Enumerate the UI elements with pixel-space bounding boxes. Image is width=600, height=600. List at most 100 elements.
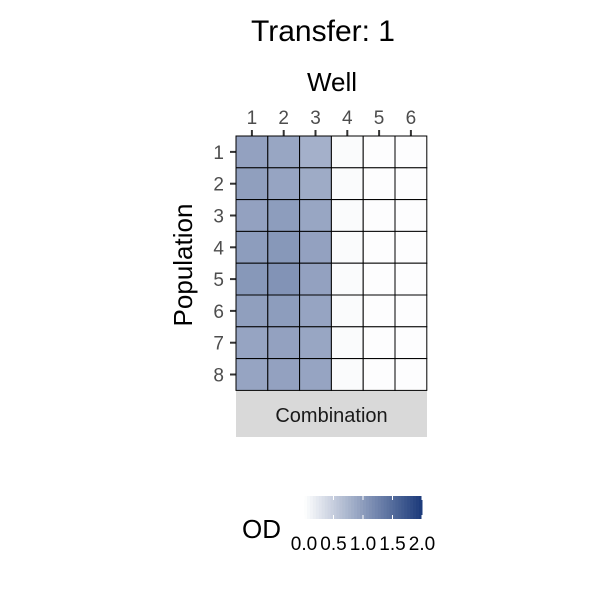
heatmap-cell-r2-c3	[299, 167, 332, 201]
y-tick-label: 7	[213, 334, 224, 355]
legend-gradient-segment	[413, 496, 417, 519]
legend-tick-label: 1.0	[350, 534, 376, 555]
heatmap-cell-r2-c4	[330, 167, 364, 201]
heatmap-cell-r6-c5	[362, 294, 396, 328]
legend-gradient-segment	[357, 496, 361, 519]
x-tick-label: 3	[310, 108, 321, 129]
heatmap-cell-r7-c4	[330, 326, 364, 360]
legend-gradient-segment	[374, 496, 379, 519]
heatmap-cell-r5-c6	[394, 262, 428, 296]
heatmap-cell-r6-c1	[235, 294, 269, 328]
legend-gradient-segment	[401, 496, 405, 519]
legend-gradient-segment	[368, 496, 373, 519]
heatmap-cell-r3-c4	[330, 199, 364, 232]
heatmap-cell-r3-c5	[362, 199, 396, 232]
heatmap-cell-r3-c3	[299, 199, 332, 232]
legend-gradient-segment	[392, 496, 396, 519]
legend-gradient-segment	[363, 496, 367, 519]
heatmap-cell-r1-c5	[362, 135, 396, 169]
heatmap-cell-r7-c2	[267, 326, 301, 360]
legend-gradient-segment	[336, 496, 340, 519]
legend-gradient-segment	[333, 496, 337, 519]
x-tick-label: 4	[342, 108, 353, 129]
heatmap-cell-r5-c1	[235, 262, 269, 296]
legend-gradient-segment	[416, 496, 420, 519]
legend-gradient-segment	[339, 496, 343, 519]
heatmap-cell-r1-c6	[394, 135, 428, 169]
legend-tick-label: 0.0	[291, 534, 317, 555]
legend-gradient-segment	[321, 496, 326, 519]
heatmap-cell-r2-c1	[235, 167, 269, 201]
heatmap-cell-r8-c2	[267, 358, 301, 391]
heatmap-cell-r6-c3	[299, 294, 332, 328]
legend-title: OD	[242, 514, 281, 544]
legend-gradient-segment	[345, 496, 349, 519]
heatmap-cell-r4-c4	[330, 230, 364, 264]
legend-gradient-segment	[395, 496, 399, 519]
legend-gradient-segment	[377, 496, 382, 519]
heatmap-cell-r7-c5	[362, 326, 396, 360]
heatmap-cell-r6-c4	[330, 294, 364, 328]
legend-gradient-segment	[342, 496, 346, 519]
legend-gradient-segment	[324, 496, 329, 519]
x-tick-label: 6	[406, 108, 417, 129]
legend-gradient-segment	[410, 496, 414, 519]
legend-gradient-segment	[348, 496, 352, 519]
legend-tick-label: 2.0	[409, 534, 435, 555]
legend-gradient-segment	[419, 496, 423, 519]
facet-label: Combination	[275, 405, 387, 427]
legend-gradient-segment	[380, 496, 385, 519]
heatmap-cell-r7-c6	[394, 326, 428, 360]
heatmap-cells	[235, 135, 428, 391]
heatmap-cell-r2-c2	[267, 167, 301, 201]
legend-gradient-segment	[407, 496, 411, 519]
y-axis: 1 2 3 4 5 6 7 8	[213, 143, 236, 387]
y-tick-label: 4	[213, 238, 224, 259]
heatmap-cell-r2-c6	[394, 167, 428, 201]
heatmap-cell-r6-c2	[267, 294, 301, 328]
y-tick-label: 8	[213, 366, 224, 387]
legend-gradient-segment	[304, 496, 308, 519]
heatmap-cell-r3-c2	[267, 199, 301, 232]
legend-gradient-segment	[312, 496, 317, 519]
heatmap-cell-r4-c5	[362, 230, 396, 264]
legend-gradient-segment	[386, 496, 391, 519]
legend-gradient-segment	[354, 496, 358, 519]
legend-gradient-segment	[371, 496, 376, 519]
heatmap-cell-r8-c6	[394, 358, 428, 391]
facet-strip	[236, 391, 427, 437]
heatmap-cell-r2-c5	[362, 167, 396, 201]
legend-gradient-segment	[383, 496, 388, 519]
y-tick-label: 6	[213, 302, 224, 323]
heatmap-cell-r7-c1	[235, 326, 269, 360]
y-tick-label: 3	[213, 207, 224, 228]
heatmap-cell-r4-c3	[299, 230, 332, 264]
x-tick-label: 1	[247, 108, 258, 129]
heatmap-cell-r5-c5	[362, 262, 396, 296]
heatmap-cell-r3-c1	[235, 199, 269, 232]
heatmap-cell-r1-c2	[267, 135, 301, 169]
legend-gradient-segment	[327, 496, 332, 519]
heatmap-cell-r8-c4	[330, 358, 364, 391]
heatmap-cell-r8-c5	[362, 358, 396, 391]
heatmap-cell-r1-c1	[235, 135, 269, 169]
y-tick-label: 1	[213, 143, 224, 164]
color-legend: 0.0 0.5 1.0 1.5 2.0	[291, 496, 435, 555]
heatmap-cell-r4-c1	[235, 230, 269, 264]
legend-gradient-segment	[318, 496, 323, 519]
legend-gradient-segment	[389, 496, 393, 519]
heatmap-cell-r1-c4	[330, 135, 364, 169]
heatmap-cell-r3-c6	[394, 199, 428, 232]
chart-title: Transfer: 1	[251, 15, 395, 48]
legend-gradient-segment	[315, 496, 320, 519]
legend-gradient-segment	[398, 496, 402, 519]
heatmap-cell-r4-c6	[394, 230, 428, 264]
legend-gradient-segment	[365, 496, 370, 519]
heatmap-cell-r8-c3	[299, 358, 332, 391]
x-tick-label: 2	[278, 108, 289, 129]
y-tick-label: 2	[213, 175, 224, 196]
y-tick-label: 5	[213, 270, 224, 291]
heatmap-cell-r5-c4	[330, 262, 364, 296]
